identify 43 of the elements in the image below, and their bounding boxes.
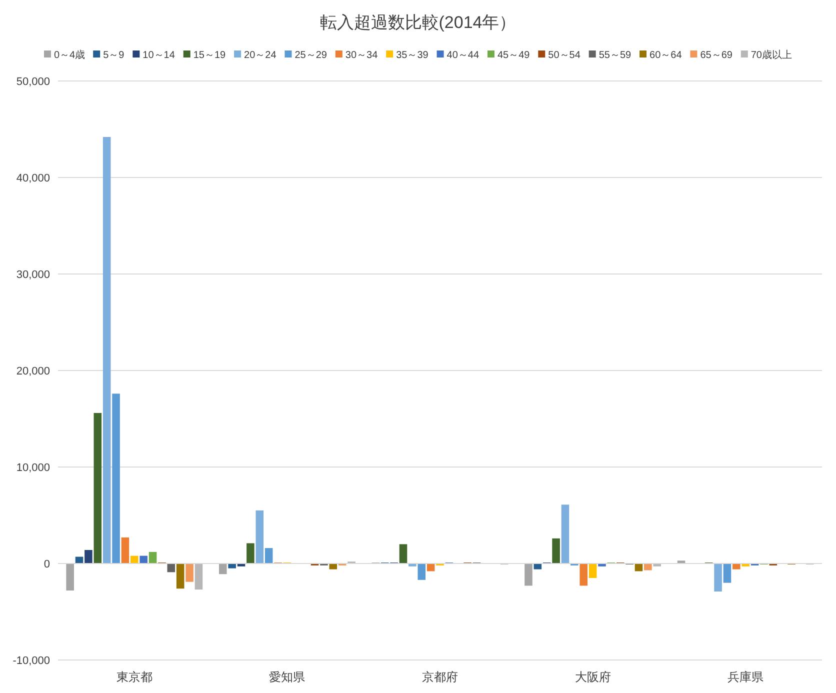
y-tick: 30,000 xyxy=(16,269,50,281)
legend-item: 5～9 xyxy=(93,50,124,61)
legend-label: 10～14 xyxy=(142,50,176,61)
legend-label: 0～4歳 xyxy=(54,49,86,61)
legend-label: 50～54 xyxy=(548,50,581,61)
legend-label: 25～29 xyxy=(294,50,328,61)
legend-item: 35～39 xyxy=(386,50,428,61)
legend-item: 15～19 xyxy=(183,50,226,61)
x-tick: 大阪府 xyxy=(574,670,611,684)
legend-item: 45～49 xyxy=(487,50,530,61)
legend-item: 50～54 xyxy=(538,50,580,61)
y-tick: 20,000 xyxy=(16,366,50,378)
legend-label: 15～19 xyxy=(193,50,226,61)
legend-label: 5～9 xyxy=(103,50,125,61)
legend-item: 30～34 xyxy=(335,50,378,61)
legend-label: 20～24 xyxy=(244,50,277,61)
legend-label: 35～39 xyxy=(396,50,429,61)
legend-item: 20～24 xyxy=(234,50,276,61)
legend-item: 55～59 xyxy=(588,50,632,61)
title: 転入超過数比較(2014年） xyxy=(320,13,516,32)
legend-label: 65～69 xyxy=(700,50,733,61)
x-tick: 兵庫県 xyxy=(728,670,764,684)
legend-label: 45～49 xyxy=(497,50,530,61)
legend-item: 40～44 xyxy=(436,50,480,61)
legend-label: 55～59 xyxy=(598,50,632,61)
y-tick: 0 xyxy=(44,558,50,570)
legend-item: 60～64 xyxy=(640,50,682,61)
legend-label: 70歳以上 xyxy=(750,49,792,61)
legend-label: 30～34 xyxy=(345,50,378,61)
x-tick: 愛知県 xyxy=(269,670,306,684)
y-tick: 10,000 xyxy=(16,462,50,474)
legend-item: 65～69 xyxy=(690,50,732,61)
legend-item: 0～4歳 xyxy=(44,50,86,61)
legend-item: 25～29 xyxy=(284,50,327,61)
y-tick: 40,000 xyxy=(16,172,50,184)
y-tick: 50,000 xyxy=(16,76,50,88)
legend-label: 40～44 xyxy=(446,50,480,61)
x-tick: 京都府 xyxy=(422,670,458,684)
y-tick: -10,000 xyxy=(12,655,50,667)
legend-item: 10～14 xyxy=(132,50,175,61)
x-tick: 東京都 xyxy=(116,670,152,684)
legend-label: 60～64 xyxy=(650,50,682,61)
legend-item: 70歳以上 xyxy=(740,50,792,61)
